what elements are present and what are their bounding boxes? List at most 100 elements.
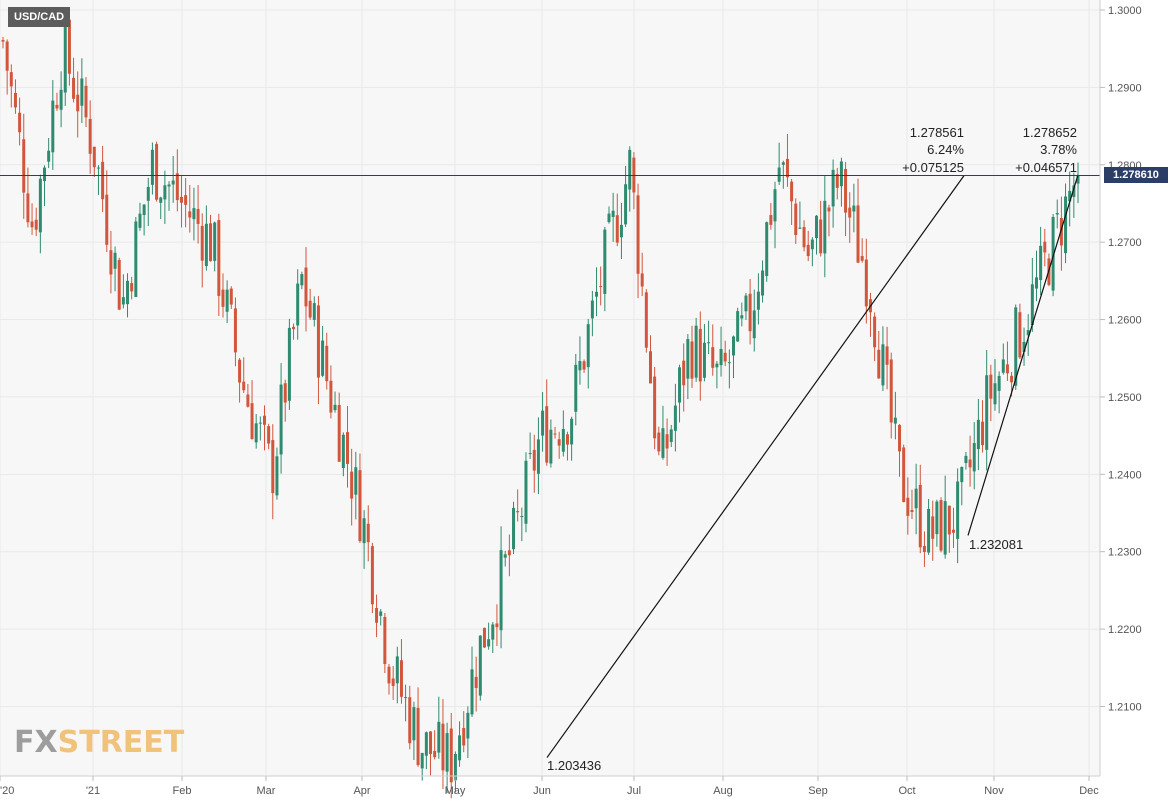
candle-body: [383, 616, 387, 665]
trendlines: [546, 174, 1079, 758]
candle-body: [221, 289, 225, 307]
candle-body: [727, 362, 731, 364]
x-tick-label: Apr: [353, 785, 370, 797]
candle-body: [993, 383, 997, 405]
candle-body: [698, 328, 702, 382]
candle-body: [258, 422, 262, 424]
candle-body: [229, 288, 233, 305]
trendline: [967, 174, 1079, 536]
candle-body: [1051, 216, 1055, 291]
candle-body: [113, 252, 117, 269]
candle-body: [885, 346, 889, 365]
x-tick-label: '21: [86, 785, 100, 797]
candle-body: [499, 550, 503, 631]
candle-body: [13, 92, 17, 108]
candle-body: [648, 351, 652, 384]
candle-body: [823, 200, 827, 254]
candle-body: [678, 367, 682, 403]
x-tick-label: Feb: [173, 785, 192, 797]
low-label-1: 1.203436: [547, 758, 601, 773]
candle-body: [341, 434, 345, 468]
candle-body: [561, 429, 565, 452]
candle-body: [466, 712, 470, 739]
candle-body: [429, 731, 433, 755]
candle-body: [607, 213, 611, 223]
candle-body: [242, 381, 246, 391]
candle-body: [250, 403, 254, 439]
candle-body: [9, 72, 13, 87]
candle-body: [34, 219, 38, 230]
candle-body: [927, 508, 931, 553]
candle-body: [105, 194, 109, 245]
candle-body: [179, 196, 183, 203]
candle-body: [935, 501, 939, 535]
y-tick-label: 1.2400: [1108, 469, 1142, 481]
candle-body: [478, 635, 482, 696]
candle-body: [5, 41, 9, 71]
candle-body: [495, 623, 499, 628]
candle-body: [47, 150, 51, 162]
candle-body: [275, 456, 279, 496]
candle-body: [76, 94, 80, 112]
candle-body: [582, 361, 586, 370]
y-tick-label: 1.2300: [1108, 547, 1142, 559]
low-label-2: 1.232081: [969, 537, 1023, 552]
candle-body: [72, 77, 76, 99]
candle-body: [603, 229, 607, 294]
x-tick-label: May: [445, 785, 466, 797]
candle-body: [362, 518, 366, 544]
candle-body: [694, 325, 698, 378]
candle-body: [997, 375, 1001, 391]
candle-body: [487, 639, 491, 647]
candle-body: [92, 146, 96, 168]
candle-body: [155, 143, 159, 200]
candle-body: [101, 161, 105, 200]
candle-body: [296, 283, 300, 326]
candle-body: [657, 432, 661, 452]
move-1-change: +0.075125: [902, 160, 964, 175]
candle-body: [375, 608, 379, 623]
candle-body: [1026, 330, 1030, 336]
candle-body: [839, 161, 843, 187]
candle-body: [130, 283, 134, 292]
candle-body: [715, 363, 719, 368]
candle-body: [63, 24, 67, 93]
candle-body: [507, 550, 511, 556]
candle-body: [798, 227, 802, 229]
x-tick-label: Nov: [984, 785, 1004, 797]
candle-body: [906, 497, 910, 516]
candle-body: [462, 727, 466, 746]
candle-body: [80, 78, 84, 106]
plot-background: [0, 0, 1100, 776]
move-2-change: +0.046571: [1015, 160, 1077, 175]
grid: [0, 0, 1100, 776]
candle-body: [732, 336, 736, 356]
candle-body: [918, 484, 922, 548]
candle-body: [541, 410, 545, 436]
candle-body: [914, 488, 918, 509]
candle-body: [827, 207, 831, 212]
candle-body: [292, 326, 296, 330]
candle-body: [163, 185, 167, 200]
move-2-pct: 3.78%: [1040, 142, 1077, 157]
candle-body: [806, 244, 810, 257]
candle-body: [412, 707, 416, 741]
x-axis: '20 '21 Feb Mar Apr May Jun Jul Aug Sep Oct Nov Dec: [0, 776, 1099, 797]
candle-body: [138, 213, 142, 228]
candle-body: [453, 753, 457, 781]
candle-body: [756, 291, 760, 310]
candle-body: [22, 139, 26, 193]
candle-body: [458, 735, 462, 761]
candle-body: [632, 157, 636, 193]
candle-body: [968, 459, 972, 468]
x-tick-label: '20: [0, 785, 14, 797]
candle-body: [1018, 312, 1022, 358]
candle-body: [159, 197, 163, 203]
candle-body: [209, 223, 213, 262]
candle-body: [491, 624, 495, 640]
candle-body: [333, 404, 337, 411]
candle-body: [246, 394, 250, 407]
candle-body: [570, 418, 574, 445]
candle-body: [470, 669, 474, 715]
